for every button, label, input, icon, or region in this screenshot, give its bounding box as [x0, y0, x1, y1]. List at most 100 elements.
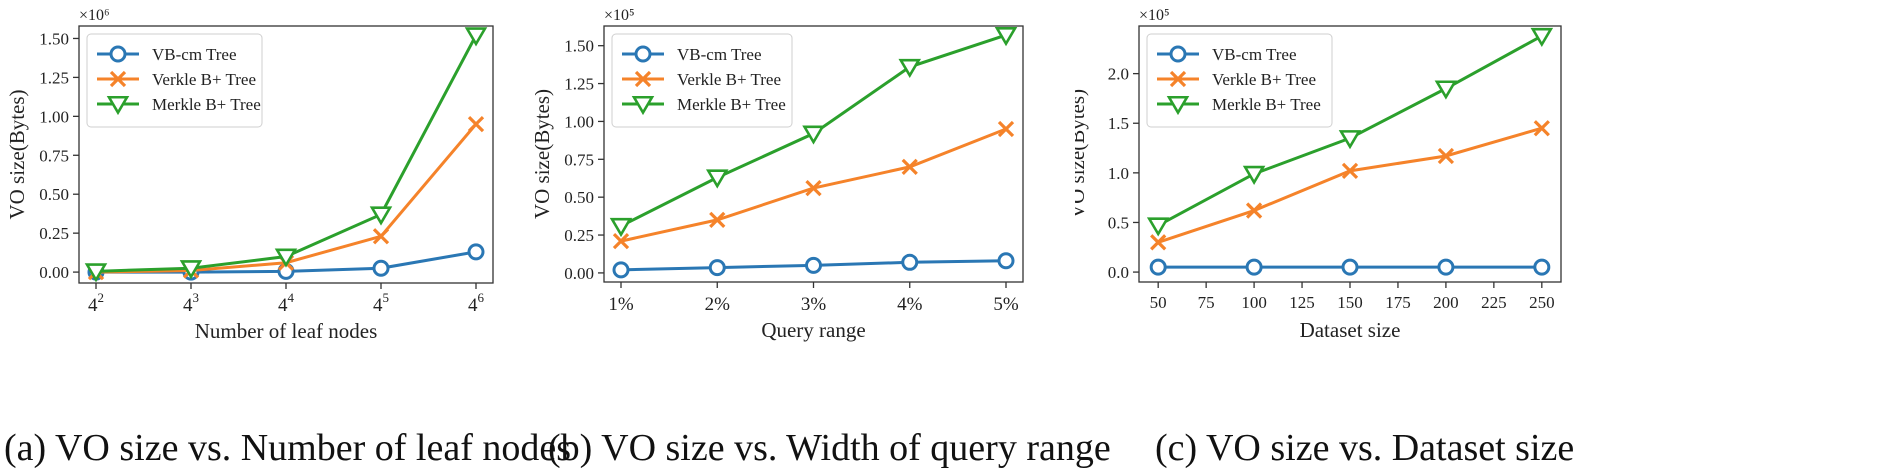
xtick-label-c-0: 50 [1150, 293, 1167, 312]
point-b-vb-cm-tree-2 [805, 256, 822, 274]
point-b-vb-cm-tree-0 [612, 261, 630, 279]
ytick-label-b-0: 0.00 [564, 264, 594, 283]
legend-marker-c-vb-cm-tree [1169, 45, 1187, 63]
xtick-exp-a-3: 5 [383, 290, 390, 305]
point-c-merkle-b-tree-0 [1146, 217, 1170, 237]
legend-marker-a-verkle-b-tree [109, 70, 127, 88]
point-c-vb-cm-tree-4 [1533, 258, 1551, 276]
point-c-vb-cm-tree-2 [1341, 258, 1359, 276]
ytick-label-b-4: 1.00 [564, 112, 594, 131]
chart-panel-c: 0.0 0.5 1.0 1.5 2.0 50 75 100 125 150 175 200 225 250… [1065, 0, 1900, 425]
xtick-exp-a-1: 3 [193, 290, 200, 305]
xtick-exp-a-2: 4 [288, 290, 295, 305]
legend-b: VB-cm Tree Verkle B+ Tree Merkle B+ Tree [611, 33, 793, 128]
xtick-label-c-7: 225 [1481, 293, 1507, 312]
series-c-vb-cm-tree [1149, 258, 1551, 276]
axis-multiplier-b: ×10⁵ [604, 7, 635, 24]
xtick-label-c-5: 175 [1385, 293, 1411, 312]
point-a-vb-cm-tree-3 [372, 259, 390, 277]
xtick-exp-a-4: 6 [478, 290, 485, 305]
ytick-label-a-1: 0.25 [39, 224, 69, 243]
legend-marker-a-merkle-b-tree [106, 95, 130, 116]
xlabel-a: Number of leaf nodes [195, 319, 378, 343]
legend-marker-b-vb-cm-tree [634, 45, 652, 63]
legend-marker-c-merkle-b-tree [1166, 95, 1190, 116]
point-c-verkle-b-tree-4 [1533, 120, 1550, 137]
xtick-label-c-3: 125 [1289, 293, 1315, 312]
point-a-merkle-b-tree-4 [464, 27, 488, 47]
caption-b: (b) VO size vs. Width of query range [548, 427, 1111, 469]
chart-c: 0.0 0.5 1.0 1.5 2.0 50 75 100 125 150 175 200 225 250… [1065, 7, 1562, 342]
point-c-vb-cm-tree-3 [1437, 258, 1455, 276]
xtick-label-b-3: 4% [897, 294, 923, 315]
legend-label-b-verkle-b-tree: Verkle B+ Tree [677, 70, 781, 89]
ylabel-b: VO size(Bytes) [535, 89, 554, 219]
legend-marker-c-verkle-b-tree [1169, 70, 1187, 88]
ytick-label-b-6: 1.50 [564, 37, 594, 56]
ytick-label-c-3: 1.5 [1108, 114, 1129, 133]
xtick-label-a-0: 42 [88, 290, 104, 316]
point-a-merkle-b-tree-1 [179, 260, 203, 280]
point-a-verkle-b-tree-4 [467, 115, 485, 133]
point-c-vb-cm-tree-0 [1149, 258, 1167, 276]
xtick-label-b-0: 1% [608, 294, 634, 315]
ylabel-a: VO size(Bytes) [5, 89, 29, 219]
xtick-label-a-4: 46 [468, 290, 485, 316]
series-b-merkle-b-tree [609, 27, 1018, 238]
xtick-label-a-2: 44 [278, 290, 295, 316]
point-a-verkle-b-tree-3 [372, 228, 390, 245]
legend-label-b-vb-cm-tree: VB-cm Tree [677, 45, 762, 64]
series-b-verkle-b-tree [612, 120, 1015, 250]
point-b-verkle-b-tree-2 [805, 179, 822, 197]
caption-c: (c) VO size vs. Dataset size [1155, 427, 1575, 469]
point-b-merkle-b-tree-3 [898, 58, 922, 79]
ytick-label-a-4: 1.00 [39, 107, 69, 126]
ytick-label-c-4: 2.0 [1108, 65, 1129, 84]
point-c-merkle-b-tree-2 [1338, 130, 1362, 150]
legend-c: VB-cm Tree Verkle B+ Tree Merkle B+ Tree [1146, 33, 1333, 128]
xtick-label-a-1: 43 [183, 290, 199, 316]
ytick-label-c-2: 1.0 [1108, 164, 1129, 183]
ytick-label-b-3: 0.75 [564, 150, 594, 169]
point-a-merkle-b-tree-3 [369, 206, 393, 226]
chart-panel-b: 0.00 0.25 0.50 0.75 1.00 1.25 1.50 1% 2% 3% 4% 5% ×1… [530, 0, 1165, 425]
ytick-label-c-1: 0.5 [1108, 213, 1129, 232]
point-b-merkle-b-tree-4 [994, 27, 1018, 47]
legend-label-a-vb-cm-tree: VB-cm Tree [152, 45, 237, 64]
point-c-merkle-b-tree-3 [1434, 80, 1458, 100]
ytick-label-a-6: 1.50 [39, 29, 69, 48]
point-b-vb-cm-tree-3 [901, 253, 919, 271]
point-b-verkle-b-tree-4 [997, 120, 1015, 138]
legend-label-a-merkle-b-tree: Merkle B+ Tree [152, 95, 261, 114]
point-b-vb-cm-tree-4 [997, 252, 1015, 270]
ylabel-c: VO size(Bytes) [1075, 89, 1089, 219]
point-b-merkle-b-tree-2 [802, 125, 825, 145]
ytick-label-a-0: 0.00 [39, 263, 69, 282]
xtick-label-c-2: 100 [1241, 293, 1267, 312]
xlabel-b: Query range [761, 318, 865, 342]
xtick-label-b-4: 5% [993, 294, 1019, 315]
point-c-verkle-b-tree-2 [1341, 162, 1359, 179]
chart-b: 0.00 0.25 0.50 0.75 1.00 1.25 1.50 1% 2% 3% 4% 5% ×1… [530, 7, 1024, 342]
point-b-vb-cm-tree-1 [708, 259, 726, 277]
ytick-label-a-2: 0.50 [39, 185, 69, 204]
point-c-verkle-b-tree-1 [1245, 202, 1263, 219]
point-a-merkle-b-tree-2 [274, 248, 298, 268]
point-c-vb-cm-tree-1 [1245, 258, 1263, 276]
series-b-vb-cm-tree [612, 252, 1015, 279]
ytick-label-a-3: 0.75 [39, 146, 69, 165]
series-c-merkle-b-tree [1146, 27, 1554, 237]
series-c-verkle-b-tree [1150, 120, 1550, 251]
ytick-label-b-1: 0.25 [564, 226, 594, 245]
point-b-merkle-b-tree-1 [705, 169, 729, 189]
point-c-merkle-b-tree-4 [1530, 27, 1554, 48]
point-a-vb-cm-tree-4 [467, 243, 485, 261]
legend-a: VB-cm Tree Verkle B+ Tree Merkle B+ Tree [86, 33, 263, 128]
ytick-label-a-5: 1.25 [39, 68, 69, 87]
xtick-label-a-3: 45 [373, 290, 389, 316]
axis-multiplier-c: ×10⁵ [1139, 7, 1170, 24]
xtick-label-b-2: 3% [801, 294, 827, 315]
xlabel-c: Dataset size [1300, 318, 1401, 342]
